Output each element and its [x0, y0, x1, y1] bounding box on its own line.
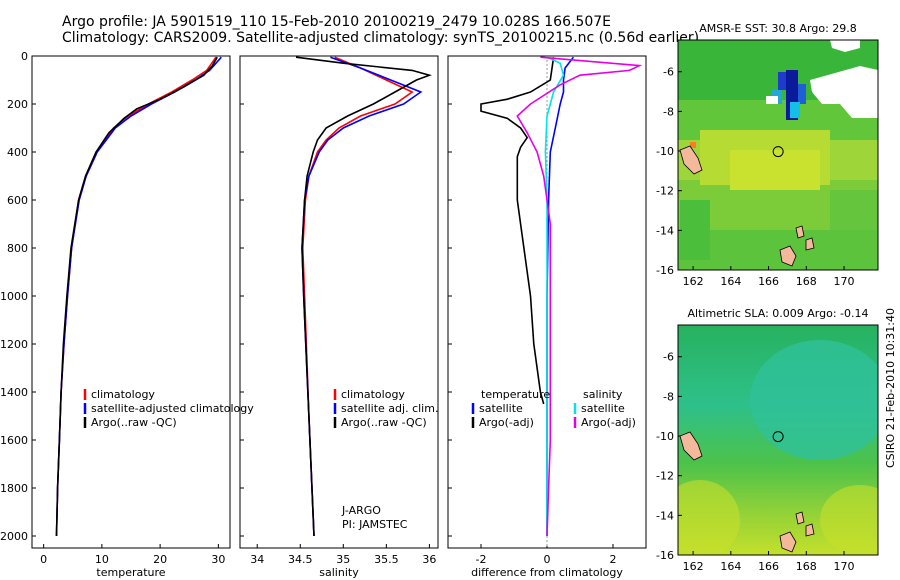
map-x-tick-label: 170: [834, 275, 855, 288]
y-tick-label: 200: [7, 98, 28, 111]
sst-map-image: [678, 40, 878, 270]
x-tick-label: 36: [422, 553, 436, 566]
sla-islands: [679, 431, 815, 553]
map-x-tick-label: 168: [796, 560, 817, 573]
y-tick-label: 400: [7, 146, 28, 159]
x-tick-label: 0: [40, 553, 47, 566]
legend-label: Argo(-adj): [581, 416, 636, 429]
series-line: [480, 57, 555, 405]
header-line-2: Climatology: CARS2009. Satellite-adjuste…: [62, 30, 699, 46]
legend-label: Argo(..raw -QC): [341, 416, 427, 429]
legend-label: satellite: [581, 402, 625, 415]
sst-argo-position-marker: [772, 146, 784, 158]
y-tick-label: 1200: [0, 338, 28, 351]
map-x-tick-label: 162: [683, 560, 704, 573]
map-x-tick-label: 166: [758, 560, 779, 573]
sst-map-panel: AMSR-E SST: 30.8 Argo: 29.8 162 164 166 168…: [656, 22, 879, 288]
sst-map-frame: [677, 39, 879, 271]
map-x-tick-label: 170: [834, 560, 855, 573]
x-tick-label: 34: [250, 553, 264, 566]
y-tick-label: 1000: [0, 290, 28, 303]
annotation-text: PI: JAMSTEC: [342, 518, 408, 531]
series-line: [544, 56, 565, 536]
series-line: [295, 56, 432, 537]
x-tick-label: 10: [95, 553, 109, 566]
x-axis-label: difference from climatology: [471, 566, 623, 579]
x-tick-label: 0: [544, 553, 551, 566]
x-tick-label: 20: [153, 553, 167, 566]
header-line-1: Argo profile: JA 5901519_110 15-Feb-2010…: [62, 14, 611, 30]
x-tick-label: 2: [610, 553, 617, 566]
legend-label: Argo(-adj): [479, 416, 534, 429]
map-x-tick-label: 168: [796, 275, 817, 288]
y-tick-label: 1400: [0, 386, 28, 399]
temperature-panel: 0 10 20 30 0 200 400 600 800 1000 1200 1400 1600 1800…: [0, 50, 254, 579]
legend-label: Argo(..raw -QC): [91, 416, 177, 429]
map-x-tick-label: 162: [683, 275, 704, 288]
legend-label: satellite adj. clim.: [341, 402, 438, 415]
map-y-tick-label: -16: [656, 264, 674, 277]
map-y-tick-label: -14: [656, 224, 674, 237]
legend-label: satellite-adjusted climatology: [91, 402, 254, 415]
map-y-tick-label: -10: [656, 145, 674, 158]
sla-argo-position-marker: [772, 431, 784, 443]
x-axis-label: salinity: [319, 566, 359, 579]
legend-label: temperature: [481, 388, 550, 401]
map-y-tick-label: -14: [656, 509, 674, 522]
y-tick-label: 0: [21, 50, 28, 63]
salinity-panel: 34 34.5 35 35.5 36 salinity climatologysatelli…: [239, 55, 439, 579]
x-tick-label: 34.5: [288, 553, 313, 566]
side-timestamp: CSIRO 21-Feb-2010 10:31:40: [884, 308, 897, 468]
legend-label: climatology: [341, 388, 405, 401]
sst-map-axes: 162 164 166 168 170 -6 -8 -10 -12 -14 -16: [656, 66, 855, 288]
y-tick-label: 600: [7, 194, 28, 207]
series-line: [301, 56, 423, 537]
sla-map-frame: [677, 324, 879, 556]
map-x-tick-label: 164: [720, 560, 741, 573]
sla-map-panel: Altimetric SLA: 0.009 Argo: -0.14 162 164…: [656, 307, 879, 573]
map-x-tick-label: 166: [758, 275, 779, 288]
y-tick-label: 1800: [0, 482, 28, 495]
map-y-tick-label: -12: [656, 470, 674, 483]
sla-map-image: [678, 325, 878, 555]
x-axis-label: temperature: [96, 566, 165, 579]
sst-map-title: AMSR-E SST: 30.8 Argo: 29.8: [699, 22, 857, 35]
series-line: [516, 56, 643, 537]
map-y-tick-label: -12: [656, 185, 674, 198]
x-tick-label: 35: [336, 553, 350, 566]
x-tick-label: 35.5: [374, 553, 399, 566]
legend-label: climatology: [91, 388, 155, 401]
map-y-tick-label: -6: [663, 66, 674, 79]
series-line: [55, 56, 217, 537]
sla-map-axes: 162 164 166 168 170 -6 -8 -10 -12 -14 -16: [656, 351, 855, 573]
plot-frame: [31, 55, 231, 549]
x-tick-label: -2: [476, 553, 487, 566]
sst-islands: [679, 145, 815, 267]
y-tick-label: 2000: [0, 530, 28, 543]
map-y-tick-label: -16: [656, 549, 674, 562]
legend-label: salinity: [583, 388, 623, 401]
legend-label: satellite: [479, 402, 523, 415]
map-y-tick-label: -6: [663, 351, 674, 364]
x-tick-label: 30: [211, 553, 225, 566]
sla-map-title: Altimetric SLA: 0.009 Argo: -0.14: [688, 307, 869, 320]
series-line: [55, 56, 222, 537]
map-y-tick-label: -8: [663, 105, 674, 118]
y-tick-label: 800: [7, 242, 28, 255]
series-line: [301, 56, 414, 537]
series-line: [55, 56, 218, 537]
y-tick-label: 1600: [0, 434, 28, 447]
annotation-text: J-ARGO: [341, 504, 381, 517]
map-x-tick-label: 164: [720, 275, 741, 288]
plot-frame: [239, 55, 439, 549]
map-y-tick-label: -10: [656, 430, 674, 443]
map-y-tick-label: -8: [663, 390, 674, 403]
